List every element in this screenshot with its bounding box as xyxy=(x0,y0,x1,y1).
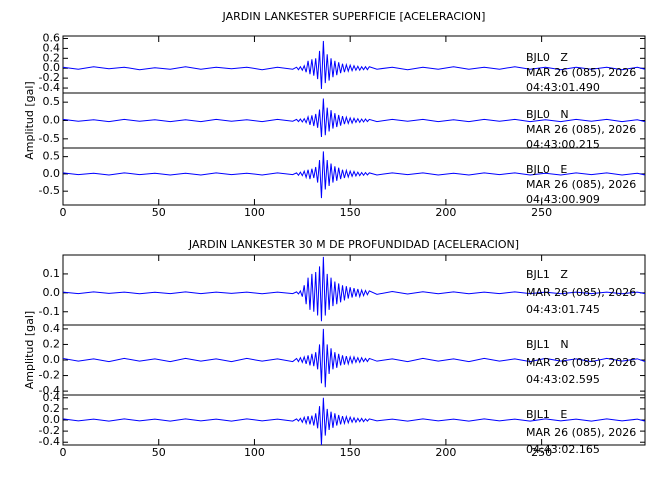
y-tick-label: -0.2 xyxy=(39,369,60,382)
y-tick-label: -0.1 xyxy=(39,305,60,318)
y-tick-label: -0.2 xyxy=(39,71,60,84)
y-tick-label: -0.4 xyxy=(39,384,60,397)
y-tick-label: 0.1 xyxy=(43,267,61,280)
y-tick-label: 0.6 xyxy=(43,31,61,44)
y-tick-label: 0.0 xyxy=(43,61,61,74)
y-tick-label: 0.2 xyxy=(43,402,61,415)
y-tick-label: -0.4 xyxy=(39,435,60,448)
waveform xyxy=(62,40,646,90)
trace-date: MAR 26 (085), 2026 xyxy=(526,178,636,191)
trace-time: 04:43:02.165 xyxy=(526,443,600,456)
y-tick-label: 0.0 xyxy=(43,353,61,366)
trace-station: BJL1 N xyxy=(526,338,569,351)
trace-station: BJL0 Z xyxy=(526,51,568,64)
trace-time: 04:43:00.909 xyxy=(526,193,600,206)
y-tick-label: 0.5 xyxy=(43,95,61,108)
trace-time: 04:43:01.745 xyxy=(526,303,600,316)
y-tick-label: 0.4 xyxy=(43,41,61,54)
y-tick-label: 0.2 xyxy=(43,51,61,64)
panel-frame xyxy=(62,147,646,206)
trace-date: MAR 26 (085), 2026 xyxy=(526,426,636,439)
y-tick-label: 0.0 xyxy=(43,167,61,180)
trace-time: 04:43:01.490 xyxy=(526,81,600,94)
trace-date: MAR 26 (085), 2026 xyxy=(526,356,636,369)
x-tick-label: 50 xyxy=(152,206,166,219)
x-tick-label: 50 xyxy=(152,446,166,459)
x-tick-label: 200 xyxy=(435,446,456,459)
chart-title: JARDIN LANKESTER SUPERFICIE [ACELERACION… xyxy=(222,10,486,23)
y-axis-label: Amplitud [gal] xyxy=(23,311,36,389)
waveform xyxy=(62,151,646,199)
x-tick-label: 250 xyxy=(531,446,552,459)
trace-date: MAR 26 (085), 2026 xyxy=(526,286,636,299)
trace-station: BJL1 E xyxy=(526,408,567,421)
x-tick-label: 0 xyxy=(60,206,67,219)
waveform xyxy=(62,397,646,446)
y-tick-label: -0.4 xyxy=(39,81,60,94)
x-tick-label: 250 xyxy=(531,206,552,219)
trace-date: MAR 26 (085), 2026 xyxy=(526,66,636,79)
y-tick-label: 0.2 xyxy=(43,337,61,350)
trace-station: BJL1 Z xyxy=(526,268,568,281)
y-axis-label: Amplitud [gal] xyxy=(23,81,36,159)
y-tick-label: 0.0 xyxy=(43,114,61,127)
y-tick-label: -0.5 xyxy=(39,184,60,197)
x-tick-label: 200 xyxy=(435,206,456,219)
waveform xyxy=(62,328,646,388)
trace-station: BJL0 N xyxy=(526,108,569,121)
trace-time: 04:43:02.595 xyxy=(526,373,600,386)
y-tick-label: -0.2 xyxy=(39,424,60,437)
waveform xyxy=(62,98,646,138)
y-tick-label: -0.5 xyxy=(39,132,60,145)
x-tick-label: 0 xyxy=(60,446,67,459)
chart-title: JARDIN LANKESTER 30 M DE PROFUNDIDAD [AC… xyxy=(188,238,519,251)
trace-station: BJL0 E xyxy=(526,163,567,176)
x-tick-label: 150 xyxy=(340,206,361,219)
waveform xyxy=(62,256,646,322)
y-tick-label: 0.5 xyxy=(43,150,61,163)
x-tick-label: 100 xyxy=(244,206,265,219)
x-tick-label: 100 xyxy=(244,446,265,459)
y-tick-label: 0.0 xyxy=(43,286,61,299)
y-tick-label: 0.4 xyxy=(43,391,61,404)
x-tick-label: 150 xyxy=(340,446,361,459)
y-tick-label: 0.4 xyxy=(43,322,61,335)
trace-time: 04:43:00.215 xyxy=(526,138,600,151)
y-tick-label: 0.0 xyxy=(43,413,61,426)
trace-date: MAR 26 (085), 2026 xyxy=(526,123,636,136)
